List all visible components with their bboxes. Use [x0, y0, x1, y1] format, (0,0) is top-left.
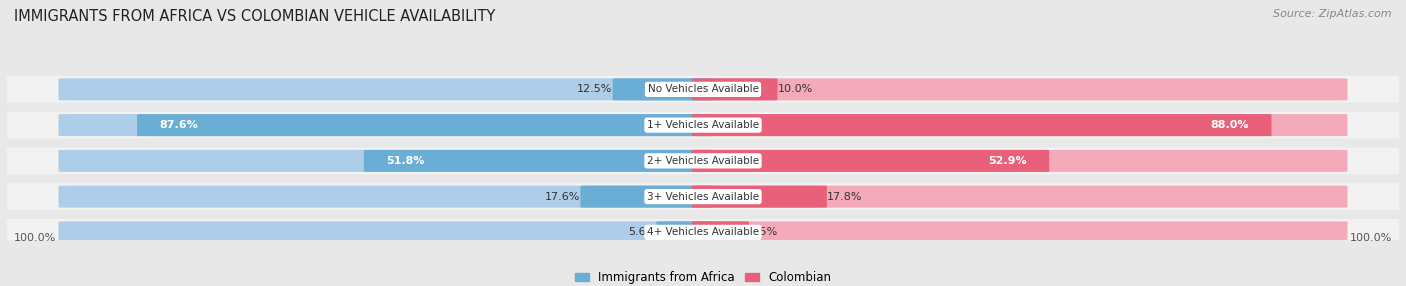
FancyBboxPatch shape [692, 114, 1347, 136]
Text: 87.6%: 87.6% [159, 120, 198, 130]
FancyBboxPatch shape [692, 78, 778, 100]
FancyBboxPatch shape [692, 221, 1347, 243]
FancyBboxPatch shape [0, 183, 1406, 210]
Text: 5.6%: 5.6% [628, 227, 657, 237]
Text: 2+ Vehicles Available: 2+ Vehicles Available [647, 156, 759, 166]
FancyBboxPatch shape [692, 114, 1271, 136]
FancyBboxPatch shape [692, 150, 1347, 172]
Text: 100.0%: 100.0% [14, 233, 56, 243]
FancyBboxPatch shape [59, 150, 714, 172]
Text: 3+ Vehicles Available: 3+ Vehicles Available [647, 192, 759, 202]
FancyBboxPatch shape [0, 112, 1406, 138]
FancyBboxPatch shape [59, 114, 714, 136]
Text: Source: ZipAtlas.com: Source: ZipAtlas.com [1274, 9, 1392, 19]
Text: 51.8%: 51.8% [387, 156, 425, 166]
FancyBboxPatch shape [0, 148, 1406, 174]
FancyBboxPatch shape [692, 221, 749, 243]
FancyBboxPatch shape [692, 150, 1049, 172]
Legend: Immigrants from Africa, Colombian: Immigrants from Africa, Colombian [569, 266, 837, 286]
FancyBboxPatch shape [692, 186, 827, 208]
FancyBboxPatch shape [59, 186, 714, 208]
FancyBboxPatch shape [657, 221, 714, 243]
Text: 12.5%: 12.5% [578, 84, 613, 94]
FancyBboxPatch shape [364, 150, 714, 172]
FancyBboxPatch shape [692, 186, 1347, 208]
FancyBboxPatch shape [59, 78, 714, 100]
Text: 17.8%: 17.8% [827, 192, 862, 202]
Text: IMMIGRANTS FROM AFRICA VS COLOMBIAN VEHICLE AVAILABILITY: IMMIGRANTS FROM AFRICA VS COLOMBIAN VEHI… [14, 9, 495, 23]
FancyBboxPatch shape [0, 219, 1406, 246]
Text: 1+ Vehicles Available: 1+ Vehicles Available [647, 120, 759, 130]
Text: 100.0%: 100.0% [1350, 233, 1392, 243]
Text: 5.5%: 5.5% [749, 227, 778, 237]
FancyBboxPatch shape [136, 114, 714, 136]
Text: 88.0%: 88.0% [1211, 120, 1249, 130]
FancyBboxPatch shape [613, 78, 714, 100]
FancyBboxPatch shape [692, 78, 1347, 100]
Text: No Vehicles Available: No Vehicles Available [648, 84, 758, 94]
FancyBboxPatch shape [59, 221, 714, 243]
FancyBboxPatch shape [581, 186, 714, 208]
Text: 10.0%: 10.0% [778, 84, 813, 94]
Text: 17.6%: 17.6% [546, 192, 581, 202]
Text: 52.9%: 52.9% [988, 156, 1026, 166]
Text: 4+ Vehicles Available: 4+ Vehicles Available [647, 227, 759, 237]
FancyBboxPatch shape [0, 76, 1406, 103]
